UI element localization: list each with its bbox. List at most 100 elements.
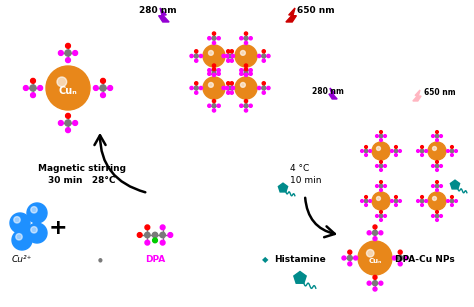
Circle shape <box>436 219 438 221</box>
Circle shape <box>235 45 257 67</box>
Circle shape <box>93 86 98 91</box>
Text: +: + <box>49 218 67 238</box>
Circle shape <box>361 150 364 152</box>
Circle shape <box>244 72 248 76</box>
Circle shape <box>425 150 428 152</box>
Circle shape <box>391 150 393 152</box>
Circle shape <box>27 203 47 223</box>
Circle shape <box>375 215 378 217</box>
Circle shape <box>262 50 265 53</box>
Circle shape <box>58 121 63 126</box>
Circle shape <box>212 68 216 71</box>
Circle shape <box>436 169 438 171</box>
Circle shape <box>379 164 383 168</box>
Text: Histamine: Histamine <box>274 255 326 265</box>
Circle shape <box>100 85 106 91</box>
Circle shape <box>160 225 165 230</box>
Circle shape <box>245 32 247 35</box>
Circle shape <box>394 146 397 148</box>
Circle shape <box>65 43 71 48</box>
Circle shape <box>435 134 439 138</box>
Text: ●: ● <box>98 258 102 262</box>
Circle shape <box>394 196 397 198</box>
Circle shape <box>451 204 453 206</box>
Circle shape <box>425 200 428 202</box>
Circle shape <box>152 232 158 238</box>
Circle shape <box>168 233 173 237</box>
Circle shape <box>267 54 270 58</box>
Text: ◆: ◆ <box>262 255 268 265</box>
Circle shape <box>365 154 367 156</box>
Circle shape <box>217 104 220 107</box>
Circle shape <box>212 72 216 76</box>
Circle shape <box>249 69 252 72</box>
Circle shape <box>195 82 198 85</box>
Circle shape <box>46 66 90 110</box>
Circle shape <box>217 37 220 40</box>
Circle shape <box>212 77 216 80</box>
Circle shape <box>262 54 266 58</box>
Circle shape <box>209 50 213 55</box>
Circle shape <box>365 204 367 206</box>
Circle shape <box>235 77 257 99</box>
Circle shape <box>244 36 248 40</box>
Circle shape <box>212 68 216 72</box>
Circle shape <box>240 37 243 40</box>
Circle shape <box>379 281 383 285</box>
Circle shape <box>436 181 438 183</box>
Circle shape <box>160 232 165 238</box>
Circle shape <box>380 161 383 163</box>
Circle shape <box>145 240 150 245</box>
Circle shape <box>227 91 230 94</box>
Circle shape <box>195 59 198 62</box>
Circle shape <box>212 36 216 40</box>
Circle shape <box>447 150 449 152</box>
Circle shape <box>27 223 47 243</box>
Circle shape <box>365 196 367 198</box>
Circle shape <box>347 255 352 261</box>
Circle shape <box>203 77 225 99</box>
Circle shape <box>435 214 439 218</box>
Text: Magnetic stirring: Magnetic stirring <box>38 164 126 173</box>
Circle shape <box>369 150 372 152</box>
Circle shape <box>200 54 202 58</box>
Circle shape <box>358 241 392 275</box>
Circle shape <box>421 154 423 156</box>
Circle shape <box>375 185 378 187</box>
Circle shape <box>383 135 386 138</box>
Circle shape <box>230 82 233 85</box>
Text: Cu²⁺: Cu²⁺ <box>12 255 32 265</box>
Text: 650 nm: 650 nm <box>424 88 456 97</box>
Circle shape <box>65 120 71 126</box>
Circle shape <box>435 164 439 168</box>
Circle shape <box>65 58 71 63</box>
Circle shape <box>432 196 437 200</box>
Circle shape <box>440 185 442 187</box>
Circle shape <box>367 231 371 235</box>
Circle shape <box>380 131 383 133</box>
Circle shape <box>16 234 22 240</box>
Circle shape <box>398 250 402 254</box>
Circle shape <box>436 161 438 163</box>
Circle shape <box>394 204 397 206</box>
Circle shape <box>257 86 261 90</box>
Circle shape <box>245 68 247 71</box>
Circle shape <box>417 150 419 152</box>
Circle shape <box>240 72 243 75</box>
Circle shape <box>376 196 381 200</box>
Circle shape <box>222 86 225 90</box>
Circle shape <box>436 189 438 192</box>
Circle shape <box>108 86 112 91</box>
Circle shape <box>455 200 457 202</box>
Circle shape <box>57 77 67 87</box>
Circle shape <box>14 217 20 223</box>
Circle shape <box>372 142 390 160</box>
Circle shape <box>342 256 346 260</box>
Circle shape <box>230 59 233 62</box>
Circle shape <box>432 215 434 217</box>
Circle shape <box>231 54 235 58</box>
Circle shape <box>245 99 247 103</box>
Circle shape <box>451 154 453 156</box>
Circle shape <box>227 50 230 53</box>
Circle shape <box>447 200 449 202</box>
